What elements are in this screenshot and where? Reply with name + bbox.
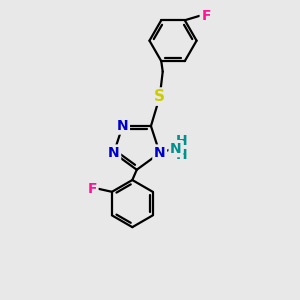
Text: N: N (154, 146, 166, 160)
Text: N: N (108, 146, 120, 160)
Text: H: H (176, 134, 187, 148)
Text: N: N (170, 142, 182, 156)
Text: N: N (117, 119, 128, 133)
Text: H: H (176, 148, 187, 162)
Text: F: F (88, 182, 97, 196)
Text: S: S (154, 89, 165, 104)
Text: F: F (201, 9, 211, 23)
